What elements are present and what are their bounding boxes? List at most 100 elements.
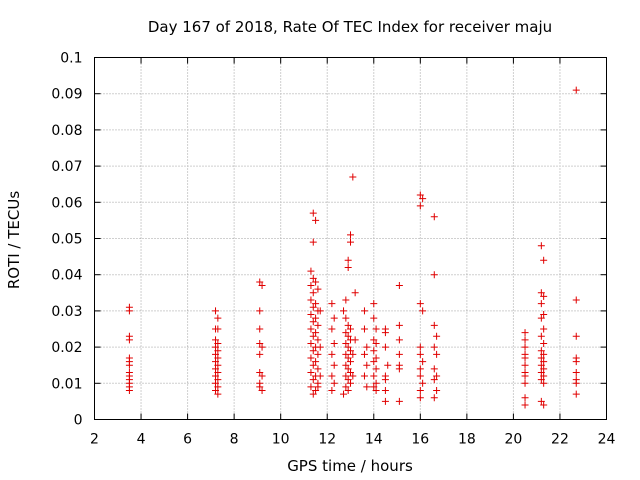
data-point-marker [309,238,317,246]
data-point-marker [349,350,357,358]
data-point-marker [307,368,315,376]
data-point-marker [419,307,427,315]
data-point-marker [212,379,220,387]
data-point-marker [214,390,222,398]
y-tick-label: 0.07 [51,159,82,175]
data-point-marker [344,376,352,384]
data-point-marker [395,397,403,405]
data-point-marker [344,263,352,271]
data-point-marker [521,329,529,337]
data-point-marker [256,350,264,358]
data-point-marker [370,300,378,308]
data-point-marker [540,379,548,387]
data-point-marker [342,296,350,304]
data-point-marker [433,350,441,358]
data-point-marker [309,303,317,311]
data-point-marker [381,387,389,395]
data-point-marker [316,343,324,351]
x-tick-labels: 2 4 6 8 10 12 14 16 18 20 22 24 [90,432,615,448]
data-point-marker [212,307,220,315]
data-point-marker [395,350,403,358]
data-point-marker [416,202,424,210]
data-point-marker [370,347,378,355]
y-tick-label: 0.02 [51,340,82,356]
data-point-marker [521,336,529,344]
data-point-marker [258,387,266,395]
y-tick-label: 0.08 [51,123,82,139]
data-point-marker [430,213,438,221]
data-point-marker [537,354,545,362]
data-point-marker [214,314,222,322]
data-point-marker [572,390,580,398]
data-point-marker [314,321,322,329]
data-point-marker [360,372,368,380]
data-point-marker [328,372,336,380]
data-point-marker [214,325,222,333]
data-point-marker [384,361,392,369]
plot-frame [94,57,607,420]
data-point-marker [360,350,368,358]
chart-title: Day 167 of 2018, Rate Of TEC Index for r… [148,18,552,36]
data-point-marker [537,397,545,405]
data-point-marker [540,256,548,264]
x-tick-label: 6 [183,432,192,448]
data-point-marker [342,350,350,358]
data-point-marker [344,321,352,329]
data-point-marker [125,387,133,395]
data-point-marker [214,339,222,347]
data-point-marker [212,336,220,344]
data-point-marker [540,292,548,300]
data-point-marker [344,256,352,264]
data-point-marker [309,274,317,282]
data-point-marker [537,332,545,340]
data-point-marker [521,343,529,351]
data-point-marker [363,343,371,351]
data-point-marker [212,358,220,366]
data-point-marker [537,300,545,308]
data-point-marker [347,325,354,333]
data-point-marker [342,383,350,391]
data-point-marker [330,361,338,369]
data-point-marker [212,365,220,373]
data-point-marker [314,350,322,358]
data-point-marker [372,387,380,395]
x-tick-label: 16 [411,432,429,448]
data-point-marker [342,372,350,380]
data-point-marker [309,332,317,340]
data-point-marker [372,379,380,387]
data-point-marker [330,314,338,322]
data-point-marker [258,343,266,351]
data-point-marker [125,361,133,369]
data-point-marker [540,311,548,319]
data-point-marker [316,372,324,380]
data-point-marker [521,372,529,380]
data-point-marker [125,336,133,344]
x-tick-label: 12 [318,432,336,448]
data-point-marker [344,365,352,373]
data-point-marker [430,271,438,279]
data-point-marker [416,300,424,308]
data-point-marker [256,307,264,315]
data-point-marker [360,325,368,333]
data-point-marker [307,383,315,391]
data-points [125,86,580,409]
data-point-marker [395,365,403,373]
data-point-marker [309,390,317,398]
data-point-marker [521,379,529,387]
y-tick-label: 0.01 [51,376,82,392]
data-point-marker [540,401,548,409]
data-point-marker [419,358,427,366]
data-point-marker [540,325,548,333]
data-point-marker [521,354,529,362]
data-point-marker [416,372,424,380]
data-point-marker [256,325,264,333]
y-axis-label: ROTI / TECUs [5,191,23,289]
data-point-marker [572,358,580,366]
y-tick-label: 0.03 [51,304,82,320]
data-point-marker [256,383,264,391]
data-point-marker [370,383,378,391]
data-point-marker [540,372,548,380]
data-point-marker [540,350,548,358]
data-point-marker [256,339,264,347]
data-point-marker [572,332,580,340]
